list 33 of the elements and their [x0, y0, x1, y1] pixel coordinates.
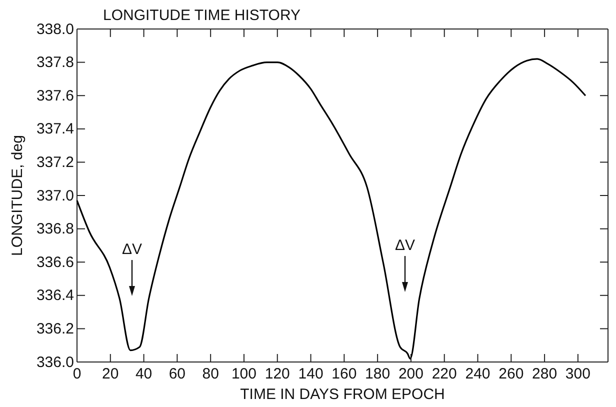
x-tick-label: 180 — [365, 366, 390, 383]
y-tick-label: 337.8 — [36, 54, 74, 72]
x-tick-label: 300 — [565, 366, 590, 383]
y-tick-label: 336.8 — [36, 220, 74, 238]
x-tick-label: 60 — [168, 366, 186, 383]
x-tick-label: 100 — [231, 366, 256, 383]
y-tick-label: 336.4 — [36, 287, 74, 304]
x-tick-label: 280 — [532, 366, 558, 383]
x-tick-label: 260 — [498, 366, 524, 383]
y-tick-label: 338.0 — [36, 20, 74, 38]
y-axis-title: LONGITUDE, deg — [9, 135, 26, 256]
x-tick-label: 220 — [432, 366, 457, 383]
y-tick-label: 336.6 — [36, 254, 74, 271]
x-tick-label: 160 — [332, 366, 357, 383]
x-tick-label: 20 — [102, 366, 119, 383]
annotation: ΔV — [394, 237, 416, 254]
y-tick-label: 337.0 — [36, 187, 74, 204]
x-axis-title: TIME IN DAYS FROM EPOCH — [240, 386, 445, 403]
y-tick-label: 336.0 — [36, 354, 74, 371]
x-tick-label: 40 — [135, 366, 152, 383]
chart-title: LONGITUDE TIME HISTORY — [103, 7, 301, 24]
line-series — [76, 58, 586, 360]
y-tick-label: 337.6 — [36, 87, 74, 104]
y-tick-label: 336.2 — [36, 320, 74, 338]
x-tick-label: 240 — [465, 366, 490, 383]
x-tick-label: 0 — [72, 366, 82, 383]
y-tick-label: 337.2 — [36, 154, 74, 171]
x-tick-label: 120 — [264, 366, 290, 383]
x-tick-label: 200 — [398, 366, 424, 383]
x-tick-label: 140 — [298, 366, 324, 383]
y-tick-label: 337.4 — [36, 120, 74, 138]
annotation: ΔV — [122, 241, 142, 258]
x-tick-label: 80 — [202, 366, 219, 383]
